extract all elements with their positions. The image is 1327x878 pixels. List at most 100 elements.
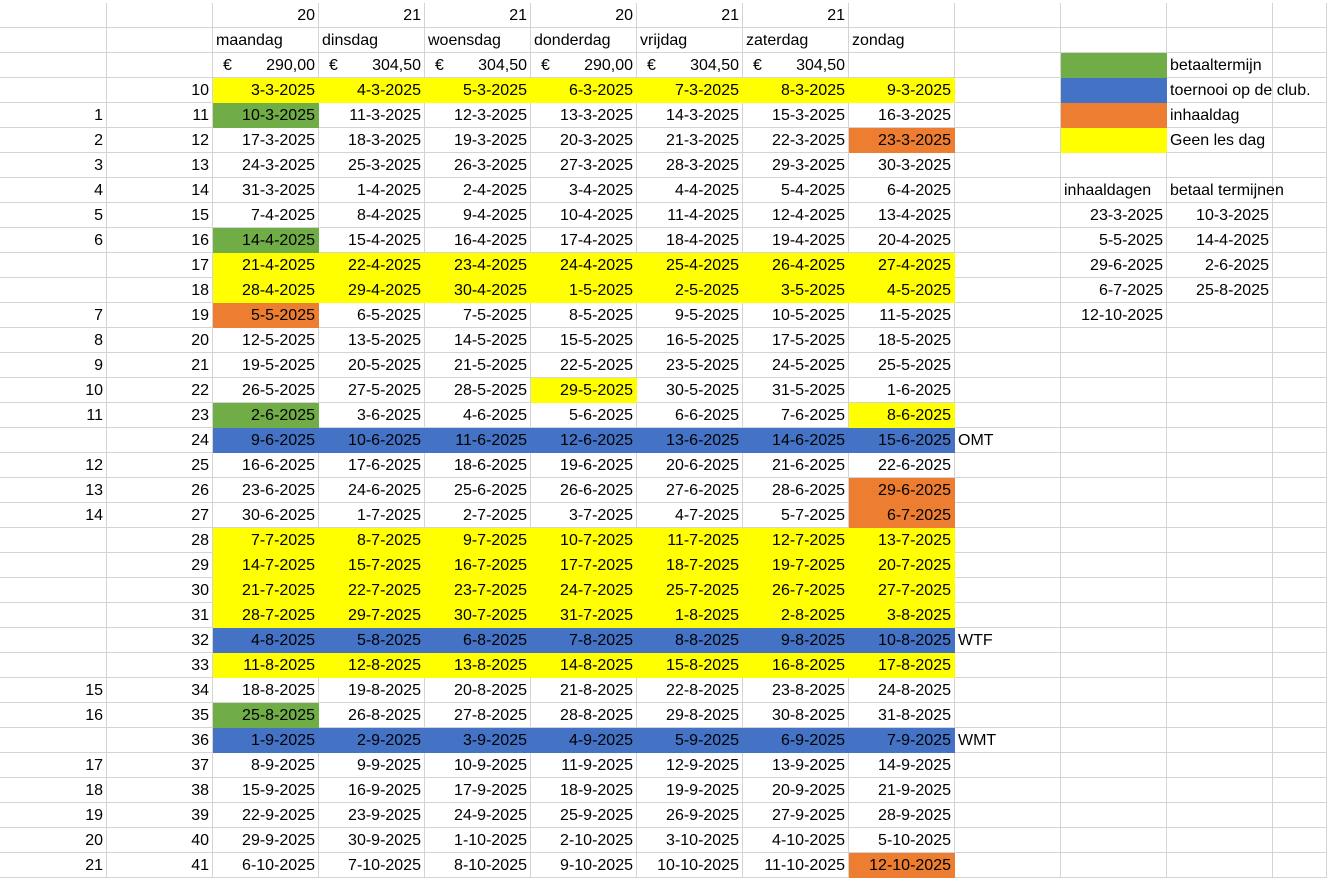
date-cell[interactable]: 10-9-2025 [425,753,531,778]
date-cell[interactable]: 2-10-2025 [531,828,637,853]
date-cell[interactable]: 8-3-2025 [743,78,849,103]
date-cell[interactable]: 14-8-2025 [531,653,637,678]
date-cell[interactable]: 27-9-2025 [743,803,849,828]
empty-cell[interactable] [1273,403,1327,428]
empty-cell[interactable] [1273,353,1327,378]
lesson-number-cell[interactable]: 18 [0,778,107,803]
empty-cell[interactable] [1167,853,1273,878]
empty-cell[interactable] [955,128,1061,153]
empty-cell[interactable] [1061,853,1167,878]
date-cell[interactable]: 24-9-2025 [425,803,531,828]
empty-cell[interactable] [1167,428,1273,453]
empty-cell[interactable] [1273,778,1327,803]
week-number-cell[interactable]: 35 [107,703,213,728]
date-cell[interactable]: 14-7-2025 [213,553,319,578]
date-cell[interactable]: 30-8-2025 [743,703,849,728]
date-cell[interactable]: 30-7-2025 [425,603,531,628]
week-number-cell[interactable]: 40 [107,828,213,853]
lesson-number-cell[interactable]: 6 [0,228,107,253]
date-cell[interactable]: 7-8-2025 [531,628,637,653]
empty-cell[interactable] [1167,153,1273,178]
inhaaldag-cell[interactable]: 29-6-2025 [1061,253,1167,278]
week-number-cell[interactable]: 17 [107,253,213,278]
date-cell[interactable]: 22-4-2025 [319,253,425,278]
empty-cell[interactable] [849,53,955,78]
date-cell[interactable]: 26-8-2025 [319,703,425,728]
date-cell[interactable]: 23-9-2025 [319,803,425,828]
empty-cell[interactable] [0,553,107,578]
date-cell[interactable]: 19-3-2025 [425,128,531,153]
legend-label[interactable]: toernooi op de club. [1167,78,1311,103]
empty-cell[interactable] [0,728,107,753]
date-cell[interactable]: 11-7-2025 [637,528,743,553]
date-cell[interactable]: 15-5-2025 [531,328,637,353]
empty-cell[interactable] [1061,653,1167,678]
date-cell[interactable]: 30-6-2025 [213,503,319,528]
date-cell[interactable]: 16-3-2025 [849,103,955,128]
price-cell[interactable]: €304,50 [425,53,531,78]
date-cell[interactable]: 3-10-2025 [637,828,743,853]
date-cell[interactable]: 3-9-2025 [425,728,531,753]
lesson-number-cell[interactable]: 10 [0,378,107,403]
empty-cell[interactable] [0,428,107,453]
legend-label[interactable]: betaaltermijn [1167,53,1273,78]
empty-cell[interactable] [1273,303,1327,328]
lesson-number-cell[interactable]: 13 [0,478,107,503]
empty-cell[interactable] [0,78,107,103]
date-cell[interactable]: 22-3-2025 [743,128,849,153]
date-cell[interactable]: 26-3-2025 [425,153,531,178]
empty-cell[interactable] [955,78,1061,103]
empty-cell[interactable] [0,628,107,653]
date-cell[interactable]: 24-6-2025 [319,478,425,503]
tournament-note-cell[interactable]: WMT [955,728,1061,753]
lesson-number-cell[interactable]: 15 [0,678,107,703]
date-cell[interactable]: 20-6-2025 [637,453,743,478]
date-cell[interactable]: 10-7-2025 [531,528,637,553]
empty-cell[interactable] [1061,478,1167,503]
lesson-number-cell[interactable]: 11 [0,403,107,428]
date-cell[interactable]: 12-7-2025 [743,528,849,553]
week-number-cell[interactable]: 29 [107,553,213,578]
week-number-cell[interactable]: 30 [107,578,213,603]
legend-label[interactable]: inhaaldag [1167,103,1273,128]
betaal-termijn-cell[interactable]: 2-6-2025 [1167,253,1273,278]
date-cell[interactable]: 22-7-2025 [319,578,425,603]
empty-cell[interactable] [955,28,1061,53]
tournament-note-cell[interactable]: OMT [955,428,1061,453]
date-cell[interactable]: 14-9-2025 [849,753,955,778]
price-cell[interactable]: €304,50 [319,53,425,78]
date-cell[interactable]: 18-8-2025 [213,678,319,703]
date-cell[interactable]: 18-3-2025 [319,128,425,153]
date-cell[interactable]: 28-9-2025 [849,803,955,828]
date-cell[interactable]: 25-3-2025 [319,153,425,178]
week-number-cell[interactable]: 19 [107,303,213,328]
date-cell[interactable]: 12-6-2025 [531,428,637,453]
date-cell[interactable]: 12-10-2025 [849,853,955,878]
empty-cell[interactable] [1061,503,1167,528]
date-cell[interactable]: 5-4-2025 [743,178,849,203]
date-cell[interactable]: 6-7-2025 [849,503,955,528]
date-cell[interactable]: 24-7-2025 [531,578,637,603]
date-cell[interactable]: 20-5-2025 [319,353,425,378]
inhaaldag-cell[interactable]: 12-10-2025 [1061,303,1167,328]
empty-cell[interactable] [1273,753,1327,778]
date-cell[interactable]: 6-8-2025 [425,628,531,653]
day-name-cell[interactable]: zondag [849,28,955,53]
empty-cell[interactable] [1061,153,1167,178]
date-cell[interactable]: 24-5-2025 [743,353,849,378]
lesson-number-cell[interactable]: 19 [0,803,107,828]
day-name-cell[interactable]: zaterdag [743,28,849,53]
empty-cell[interactable] [955,478,1061,503]
empty-cell[interactable] [0,278,107,303]
week-number-cell[interactable]: 33 [107,653,213,678]
empty-cell[interactable] [1273,553,1327,578]
empty-cell[interactable] [1273,103,1327,128]
date-cell[interactable]: 11-4-2025 [637,203,743,228]
week-number-cell[interactable]: 18 [107,278,213,303]
lesson-number-cell[interactable]: 2 [0,128,107,153]
empty-cell[interactable] [1061,528,1167,553]
empty-cell[interactable] [1061,778,1167,803]
empty-cell[interactable] [1273,253,1327,278]
date-cell[interactable]: 11-3-2025 [319,103,425,128]
week-number-cell[interactable]: 34 [107,678,213,703]
